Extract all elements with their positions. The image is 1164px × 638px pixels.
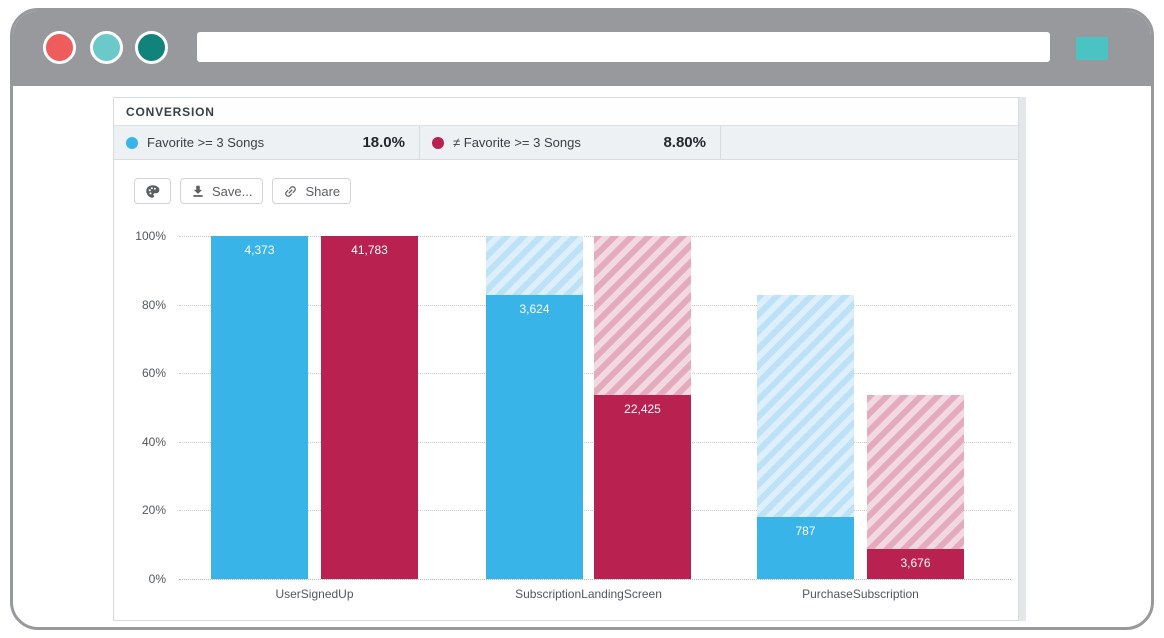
link-icon [283,184,298,199]
gridline [179,579,1011,580]
legend-item-favorite[interactable]: Favorite >= 3 Songs 18.0% [114,126,420,159]
bar-value-label: 41,783 [351,243,388,257]
conversion-panel: CONVERSION Favorite >= 3 Songs 18.0% ≠ F… [113,97,1019,621]
chart-toolbar: Save... Share [134,178,352,204]
share-button-label: Share [305,183,341,199]
panel-title-row: CONVERSION [114,98,1018,126]
bar-value-label: 3,624 [519,301,550,316]
x-axis-category-label: PurchaseSubscription [802,587,919,601]
y-axis-tick-label: 40% [141,434,166,449]
legend-item-not-favorite[interactable]: ≠ Favorite >= 3 Songs 8.80% [420,126,721,159]
bar-segment-solid[interactable]: 3,676 [867,548,964,579]
save-button-label: Save... [212,183,253,199]
browser-menu-button[interactable] [1076,37,1108,60]
bar-segment-solid[interactable]: 4,373 [211,236,308,579]
address-bar[interactable] [197,32,1050,62]
browser-header [13,11,1151,86]
y-axis-tick-label: 0% [148,572,166,586]
save-button[interactable]: Save... [180,178,264,204]
bar-dropoff-hatched[interactable] [594,236,691,395]
plot-area: 100% 80% 60% 40% 20% 0% 4,373 3,624 787 41,783 22,… [114,98,1018,620]
bar-dropoff-hatched[interactable] [486,236,583,295]
legend-dot-blue-icon [126,136,138,149]
browser-window: CONVERSION Favorite >= 3 Songs 18.0% ≠ F… [10,8,1154,630]
bar-segment-solid[interactable]: 22,425 [594,394,691,579]
bar-value-label: 787 [795,524,816,539]
maximize-window-button[interactable] [135,31,168,64]
bar-dropoff-hatched[interactable] [757,294,854,518]
x-axis-category-label: SubscriptionLandingScreen [515,587,662,601]
bar-segment-solid[interactable]: 41,783 [321,236,418,579]
bar-segment-solid[interactable]: 787 [757,517,854,579]
bar-value-label: 22,425 [624,401,661,416]
legend-label: Favorite >= 3 Songs [147,135,265,150]
y-axis-tick-label: 60% [141,366,166,381]
legend-label: ≠ Favorite >= 3 Songs [453,135,581,150]
minimize-window-button[interactable] [90,31,123,64]
y-axis-tick-label: 100% [135,229,166,243]
bar-value-label: 3,676 [900,555,931,570]
color-palette-button[interactable] [134,178,171,204]
conversion-rate-value: 8.80% [663,134,706,151]
legend-row: Favorite >= 3 Songs 18.0% ≠ Favorite >= … [114,126,1018,160]
download-icon [191,184,205,198]
bar-segment-solid[interactable]: 3,624 [486,294,583,579]
bar-value-label: 4,373 [244,243,275,257]
conversion-rate-value: 18.0% [362,134,405,151]
y-axis-tick-label: 20% [141,503,166,518]
close-window-button[interactable] [43,31,76,64]
panel-scrollbar[interactable] [1019,97,1026,621]
y-axis-tick-label: 80% [141,297,166,312]
legend-dot-red-icon [432,136,444,149]
bar-dropoff-hatched[interactable] [867,394,964,549]
share-button[interactable]: Share [272,178,352,204]
x-axis-category-label: UserSignedUp [275,587,354,601]
palette-icon [145,184,160,199]
panel-title: CONVERSION [126,105,215,119]
